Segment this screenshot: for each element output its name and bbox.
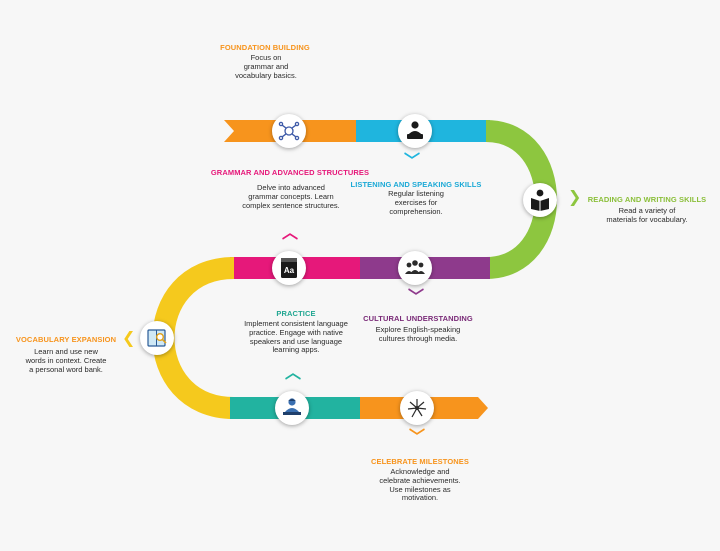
chevron-down-icon-milestones: ﹀ bbox=[409, 429, 426, 446]
vocabulary-title: VOCABULARY EXPANSION bbox=[15, 335, 117, 344]
cultural-desc: Explore English-speaking cultures throug… bbox=[375, 325, 461, 343]
reading-title: READING AND WRITING SKILLS bbox=[587, 195, 707, 204]
brain-network-icon bbox=[272, 114, 306, 148]
listening-desc: Regular listening exercises for comprehe… bbox=[388, 189, 444, 216]
foundation-desc: Focus on grammar and vocabulary basics. bbox=[235, 53, 297, 80]
dictionary-icon: Aa bbox=[272, 251, 306, 285]
svg-text:Aa: Aa bbox=[284, 266, 295, 275]
chevron-up-icon-practice: ︿ bbox=[285, 365, 302, 382]
grammar-desc: Delve into advanced grammar concepts. Le… bbox=[242, 183, 340, 210]
chevron-right-icon-reading: ❯ bbox=[568, 189, 582, 206]
milestones-desc: Acknowledge and celebrate achievements. … bbox=[379, 467, 461, 503]
practice-desc: Implement consistent language practice. … bbox=[244, 319, 348, 355]
road-curve-left bbox=[152, 257, 235, 419]
vocabulary-desc: Learn and use new words in context. Crea… bbox=[25, 347, 107, 374]
practice-title: PRACTICE bbox=[276, 309, 316, 318]
fireworks-icon bbox=[400, 391, 434, 425]
listening-title: LISTENING AND SPEAKING SKILLS bbox=[350, 180, 482, 189]
grammar-title: GRAMMAR AND ADVANCED STRUCTURES bbox=[210, 168, 370, 177]
group-people-icon bbox=[398, 251, 432, 285]
reader-book-icon bbox=[523, 183, 557, 217]
book-search-icon bbox=[140, 321, 174, 355]
foundation-title: FOUNDATION BUILDING bbox=[220, 43, 310, 52]
chevron-down-icon-cultural: ﹀ bbox=[408, 289, 425, 306]
milestones-title: CELEBRATE MILESTONES bbox=[371, 457, 469, 466]
chevron-down-icon-listening: ﹀ bbox=[404, 153, 421, 170]
chevron-up-icon-grammar: ︿ bbox=[282, 225, 299, 242]
speaker-laptop-icon bbox=[398, 114, 432, 148]
cultural-title: CULTURAL UNDERSTANDING bbox=[363, 314, 473, 323]
chevron-left-icon-vocabulary: ❮ bbox=[122, 330, 136, 347]
student-desk-icon bbox=[275, 391, 309, 425]
reading-desc: Read a variety of materials for vocabula… bbox=[606, 206, 688, 224]
